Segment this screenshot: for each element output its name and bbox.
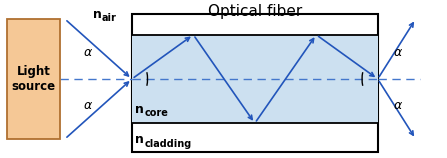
- Bar: [132, 14, 378, 152]
- Text: $\alpha$: $\alpha$: [84, 99, 93, 112]
- Text: core: core: [144, 109, 168, 118]
- Text: Light
source: Light source: [12, 65, 55, 93]
- Text: $\mathbf{n}$: $\mathbf{n}$: [134, 103, 144, 116]
- Text: air: air: [102, 13, 117, 23]
- Text: $\mathbf{n}$: $\mathbf{n}$: [134, 133, 144, 146]
- Text: $\alpha$: $\alpha$: [393, 99, 403, 112]
- Text: cladding: cladding: [144, 139, 192, 149]
- Bar: [7, 19, 60, 139]
- Text: $\mathbf{n}$: $\mathbf{n}$: [92, 8, 101, 21]
- Bar: [132, 35, 378, 123]
- Text: $\alpha$: $\alpha$: [84, 46, 93, 59]
- Text: $\alpha$: $\alpha$: [393, 46, 403, 59]
- Text: Optical fiber: Optical fiber: [208, 4, 302, 19]
